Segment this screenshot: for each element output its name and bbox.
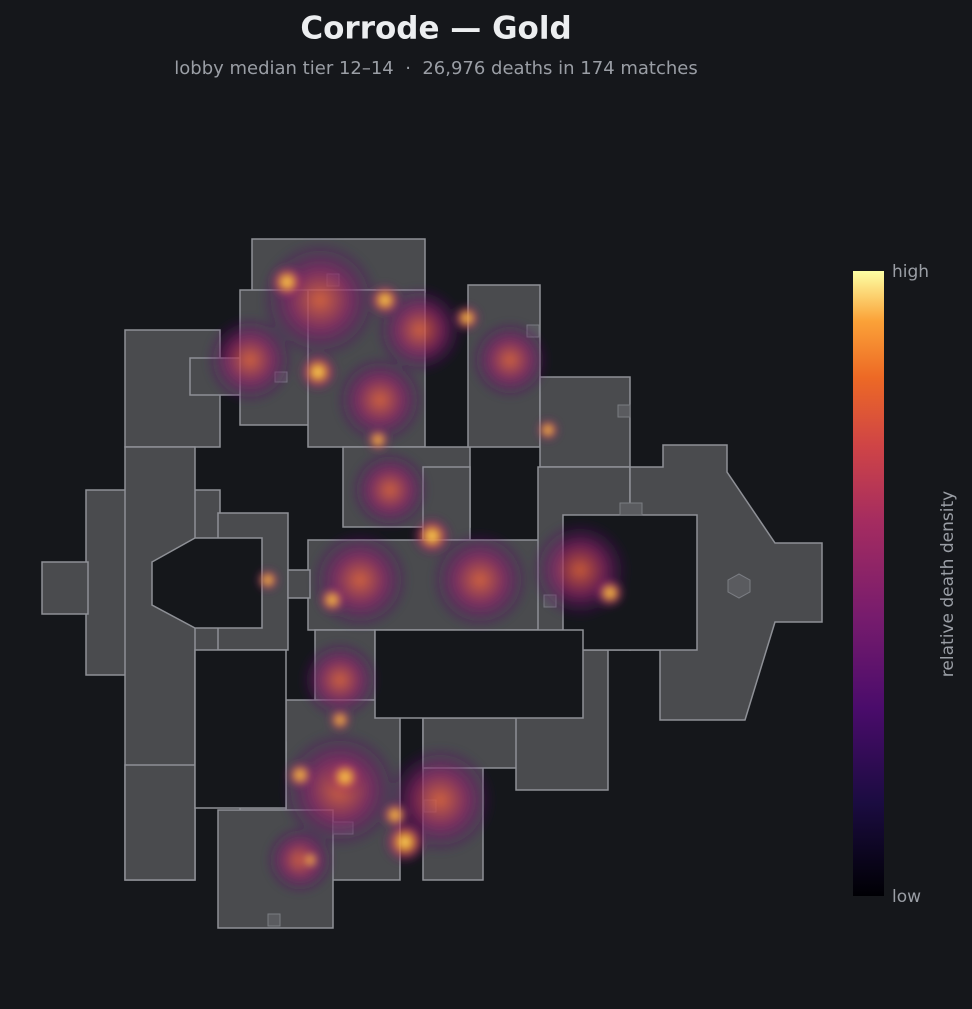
colorbar-label: relative death density <box>938 491 958 677</box>
colorbar-gradient <box>853 271 884 896</box>
title: Corrode — Gold <box>300 11 571 47</box>
colorbar-high: high <box>892 262 929 282</box>
subtitle: lobby median tier 12–14 · 26,976 deaths … <box>174 58 698 79</box>
colorbar: high low relative death density <box>853 262 958 907</box>
death-heat <box>205 240 630 895</box>
colorbar-low: low <box>892 887 921 907</box>
